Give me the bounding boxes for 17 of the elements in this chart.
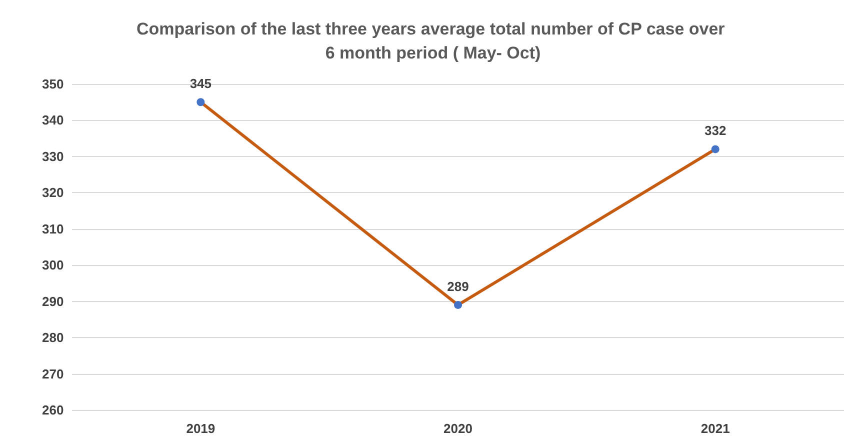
- y-tick-label: 280: [42, 330, 64, 346]
- x-tick-label: 2020: [444, 421, 472, 436]
- y-tick-label: 320: [42, 185, 64, 200]
- y-tick-label: 350: [42, 76, 64, 92]
- y-tick-label: 310: [42, 221, 64, 236]
- y-tick-label: 260: [42, 402, 64, 418]
- data-label: 289: [447, 278, 469, 294]
- chart-title: Comparison of the last three years average total number of CP case over 6 month period ( May- Oct): [136, 20, 730, 62]
- data-label: 332: [704, 123, 726, 138]
- data-label: 345: [190, 76, 212, 92]
- y-tick-label: 270: [42, 366, 64, 382]
- y-tick-label: 290: [42, 294, 64, 309]
- y-tick-label: 330: [42, 148, 64, 164]
- y-tick-label: 300: [42, 258, 64, 273]
- x-tick-label: 2019: [186, 421, 216, 436]
- y-tick-label: 340: [42, 112, 64, 128]
- x-tick-label: 2021: [700, 421, 730, 436]
